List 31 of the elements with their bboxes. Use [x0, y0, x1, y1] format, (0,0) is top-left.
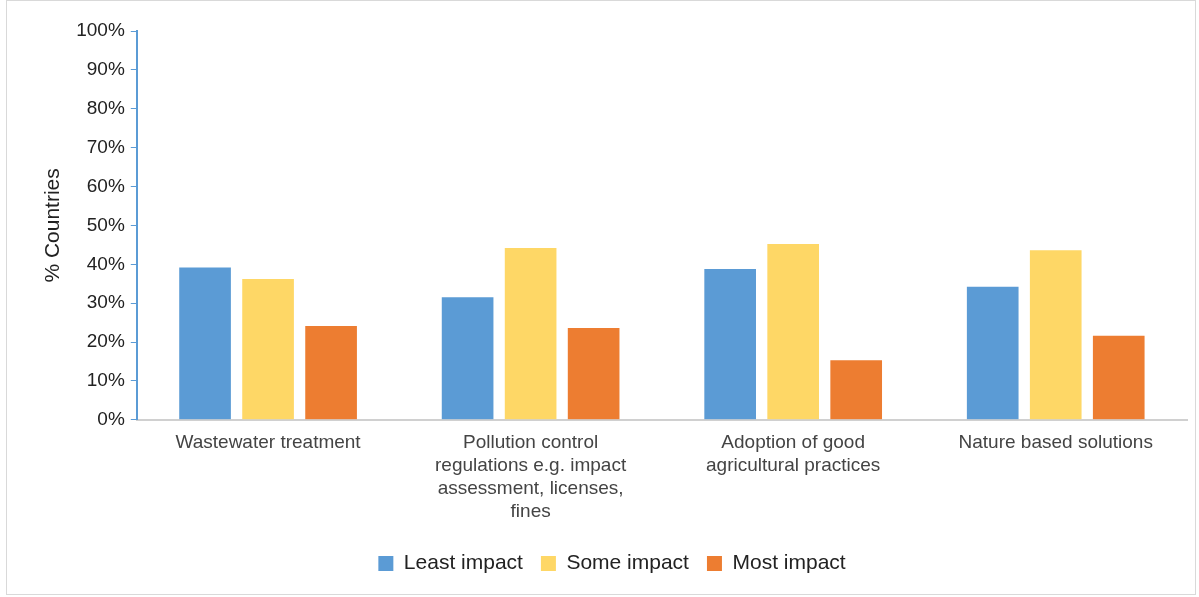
x-tick-label: Pollution control regulations e.g. impact assessment, licenses, fines: [435, 431, 627, 521]
bar: [1029, 250, 1082, 420]
y-tick-label: 30%: [86, 291, 125, 313]
y-tick-label: 100%: [76, 19, 125, 41]
y-axis-title: % Countries: [40, 168, 64, 283]
y-tick-label: 20%: [86, 330, 125, 352]
bar: [242, 279, 294, 420]
y-tick-label: 70%: [86, 135, 125, 157]
bar: [767, 244, 820, 420]
x-tick-label: Adoption of good agricultural practices: [706, 431, 881, 476]
y-tick-label: 80%: [86, 96, 125, 118]
legend-label: Least impact: [403, 550, 524, 574]
bar: [179, 267, 231, 420]
bar: [1092, 335, 1145, 420]
y-tick-label: 0%: [97, 408, 125, 430]
legend-label: Some impact: [566, 550, 690, 574]
y-tick-label: 90%: [86, 58, 125, 80]
x-tick-label: Wastewater treatment: [175, 431, 362, 453]
legend-label: Most impact: [732, 550, 846, 574]
y-tick-label: 10%: [86, 369, 125, 391]
bar: [504, 247, 557, 420]
bar: [567, 328, 620, 420]
bar: [966, 286, 1019, 420]
bar: [830, 360, 883, 420]
bar: [704, 268, 756, 420]
x-tick-label: Nature based solutions: [958, 431, 1153, 453]
y-tick-label: 50%: [86, 213, 125, 235]
y-tick-label: 60%: [86, 174, 125, 196]
y-tick-label: 40%: [86, 252, 125, 274]
bar: [305, 326, 357, 420]
bar: [441, 297, 494, 420]
